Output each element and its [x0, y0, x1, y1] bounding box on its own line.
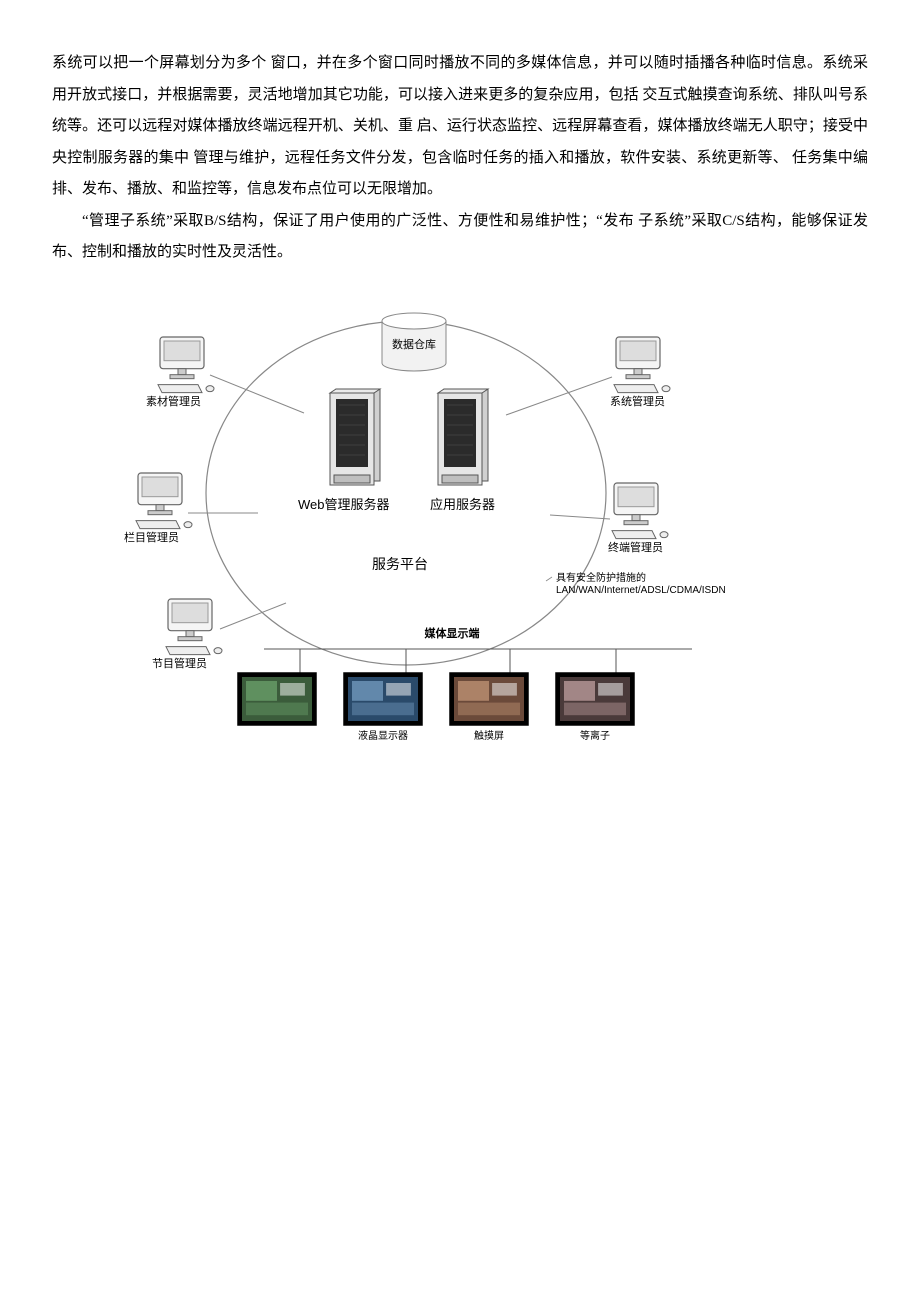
lcd-display-label: 液晶显示器 — [358, 729, 408, 742]
paragraph-1: 系统可以把一个屏幕划分为多个 窗口，并在多个窗口同时播放不同的多媒体信息，并可以… — [52, 48, 868, 206]
column-admin — [136, 473, 192, 529]
program-admin-label: 节目管理员 — [152, 656, 207, 670]
app-server-panel — [444, 399, 476, 467]
system-admin-label: 系统管理员 — [610, 394, 665, 408]
system-admin — [614, 337, 670, 393]
app-server-label: 应用服务器 — [430, 497, 495, 512]
paragraph-2: “管理子系统”采取B/S结构，保证了用户使用的广泛性、方便性和易维护性；“发布 … — [52, 206, 868, 269]
diagram-svg: 服务平台 数据仓库 Web管理服务器 应用服务器 素材管理员栏目管理员节目管理员 系统管理… — [52, 293, 868, 753]
web-server-panel — [336, 399, 368, 467]
terminal-admin-label: 终端管理员 — [608, 540, 663, 554]
platform-label: 服务平台 — [372, 556, 428, 572]
media-bar-label: 媒体显示端 — [424, 626, 480, 640]
touch-display-label: 触摸屏 — [474, 729, 504, 742]
asset-admin-label: 素材管理员 — [146, 394, 201, 408]
program-admin — [166, 599, 222, 655]
platform-ellipse — [206, 321, 606, 665]
asset-admin — [158, 337, 214, 393]
data-store-top — [382, 313, 446, 329]
terminal-admin — [612, 483, 668, 539]
web-server-label: Web管理服务器 — [298, 497, 390, 512]
edge-asset-admin — [210, 375, 304, 413]
architecture-diagram: 服务平台 数据仓库 Web管理服务器 应用服务器 素材管理员栏目管理员节目管理员 系统管理… — [52, 293, 868, 753]
column-admin-label: 栏目管理员 — [124, 530, 179, 544]
data-store-label: 数据仓库 — [392, 337, 436, 351]
edge-program-admin — [220, 603, 286, 629]
edge-terminal-admin — [550, 515, 610, 519]
network-note-2: LAN/WAN/Internet/ADSL/CDMA/ISDN — [556, 585, 726, 596]
network-note-1: 具有安全防护措施的 — [556, 571, 646, 584]
plasma-display-label: 等离子 — [580, 729, 610, 742]
